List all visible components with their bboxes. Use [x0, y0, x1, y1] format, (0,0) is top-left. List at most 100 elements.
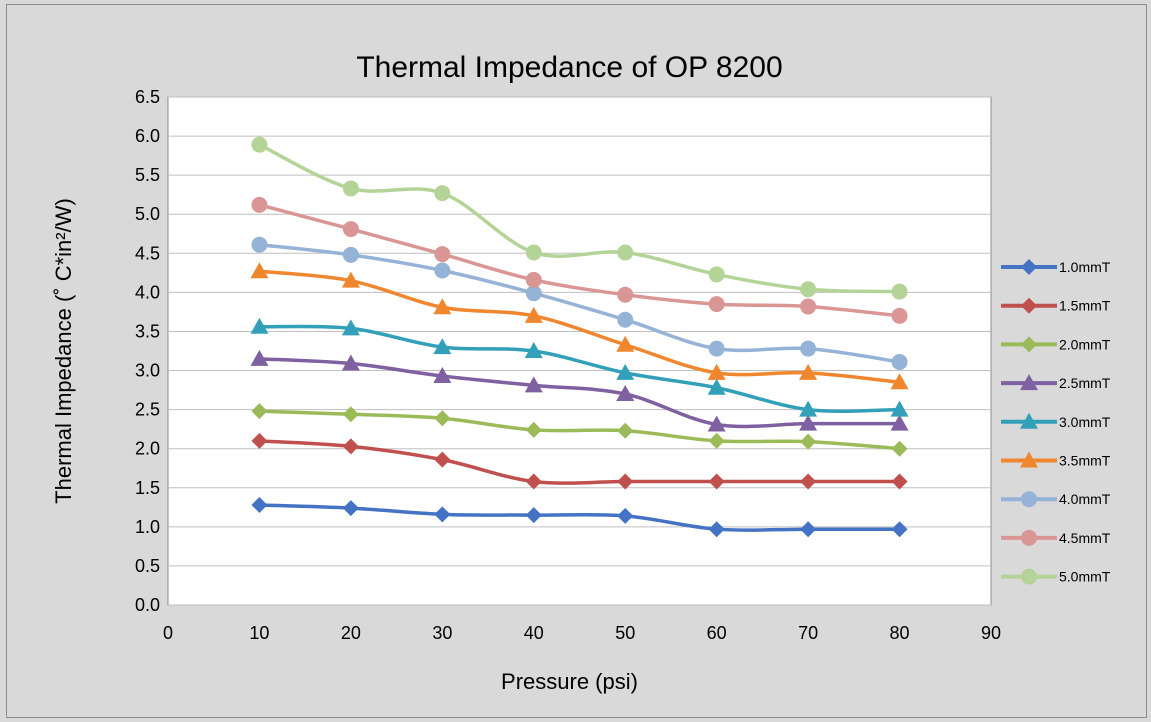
data-point — [891, 440, 908, 457]
legend-label: 4.5mmT — [1059, 530, 1111, 546]
legend-marker — [1021, 259, 1037, 275]
data-point — [342, 406, 359, 423]
data-point — [616, 363, 635, 380]
legend-marker — [1021, 529, 1037, 546]
data-point — [707, 415, 726, 432]
data-point — [342, 180, 359, 197]
data-point — [250, 262, 269, 279]
data-point — [891, 283, 908, 300]
data-point — [708, 266, 725, 283]
x-tick-label: 60 — [707, 623, 727, 643]
data-point — [617, 473, 634, 490]
data-point — [251, 136, 268, 153]
data-point — [617, 507, 634, 524]
data-point — [616, 335, 635, 352]
series-3.5mmT — [250, 262, 909, 390]
data-point — [342, 246, 359, 263]
y-tick-label: 0.5 — [135, 556, 160, 576]
data-point — [708, 432, 725, 449]
legend-item: 1.0mmT — [1001, 259, 1111, 275]
series-2.5mmT — [250, 349, 909, 432]
data-point — [341, 354, 360, 371]
data-point — [800, 298, 817, 315]
series-4.5mmT — [251, 196, 908, 324]
data-point — [708, 340, 725, 357]
data-point — [342, 438, 359, 455]
data-point — [799, 363, 818, 380]
data-point — [433, 367, 452, 384]
series-1.0mmT — [251, 496, 908, 538]
y-tick-label: 2.0 — [135, 439, 160, 459]
legend-item: 1.5mmT — [1001, 297, 1111, 314]
y-axis-label: Thermal Impedance (˚ C*in²/W) — [51, 198, 76, 504]
y-tick-label: 6.0 — [135, 126, 160, 146]
legend-label: 1.0mmT — [1059, 259, 1111, 275]
x-tick-label: 20 — [341, 623, 361, 643]
data-point — [251, 236, 268, 253]
x-axis-ticks: 0 10 20 30 40 50 60 70 80 90 — [163, 623, 1001, 643]
series-line — [259, 439, 900, 485]
data-point — [617, 286, 634, 303]
legend-label: 3.5mmT — [1059, 453, 1111, 469]
series-1.5mmT — [251, 432, 908, 490]
y-tick-label: 1.0 — [135, 517, 160, 537]
x-tick-label: 30 — [432, 623, 452, 643]
x-tick-label: 70 — [798, 623, 818, 643]
legend: 1.0mmT 1.5mmT 2.0mmT 2.5mmT 3.0mmT 3.5mmT 4.0m… — [1001, 259, 1111, 585]
data-point — [525, 473, 542, 490]
legend-marker — [1021, 297, 1037, 314]
data-point — [616, 384, 635, 401]
data-point — [342, 500, 359, 517]
data-point — [708, 296, 725, 313]
data-point — [617, 311, 634, 328]
y-tick-label: 1.5 — [135, 478, 160, 498]
data-point — [525, 421, 542, 438]
series-line — [259, 269, 900, 385]
data-point — [342, 221, 359, 238]
data-point — [890, 373, 909, 390]
legend-item: 4.0mmT — [1001, 491, 1111, 508]
data-point — [617, 244, 634, 261]
line-chart: 0.0 0.5 1.0 1.5 2.0 2.5 3.0 3.5 4.0 4.5 5.0 5.5 6.0 6… — [51, 51, 1111, 694]
x-tick-label: 0 — [163, 623, 173, 643]
legend-item: 2.5mmT — [1001, 374, 1111, 391]
plot-area — [167, 96, 992, 606]
x-axis-label: Pressure (psi) — [501, 669, 638, 694]
data-point — [890, 400, 909, 417]
data-point — [891, 521, 908, 538]
legend-marker — [1020, 451, 1038, 468]
data-point — [434, 451, 451, 468]
data-point — [251, 403, 268, 420]
series-4.0mmT — [251, 236, 908, 370]
data-point — [525, 507, 542, 524]
data-point — [524, 306, 543, 323]
data-point — [251, 496, 268, 513]
data-point — [434, 410, 451, 427]
legend-marker — [1021, 568, 1037, 585]
legend-marker — [1020, 412, 1038, 429]
data-point — [799, 414, 818, 431]
data-point — [708, 473, 725, 490]
chart-frame: 0.0 0.5 1.0 1.5 2.0 2.5 3.0 3.5 4.0 4.5 5.0 5.5 6.0 6… — [6, 4, 1147, 718]
legend-item: 3.0mmT — [1001, 412, 1111, 430]
data-point — [525, 244, 542, 261]
data-point — [525, 285, 542, 302]
data-point — [800, 340, 817, 357]
y-tick-label: 0.0 — [135, 595, 160, 615]
series-line — [258, 203, 900, 318]
data-point — [891, 307, 908, 324]
series-line — [259, 409, 900, 451]
data-point — [891, 473, 908, 490]
data-point — [891, 353, 908, 370]
y-axis-ticks: 0.0 0.5 1.0 1.5 2.0 2.5 3.0 3.5 4.0 4.5 5.0 5.5 6.0 6… — [135, 87, 160, 615]
legend-item: 2.0mmT — [1001, 336, 1111, 353]
plot-background — [167, 96, 992, 606]
y-tick-label: 5.0 — [135, 204, 160, 224]
series-5.0mmT — [251, 136, 908, 300]
y-tick-label: 5.5 — [135, 165, 160, 185]
data-point — [434, 185, 451, 202]
legend-item: 3.5mmT — [1001, 451, 1111, 469]
legend-marker — [1020, 374, 1038, 391]
series-3.0mmT — [250, 317, 909, 417]
legend-label: 2.5mmT — [1059, 375, 1111, 391]
